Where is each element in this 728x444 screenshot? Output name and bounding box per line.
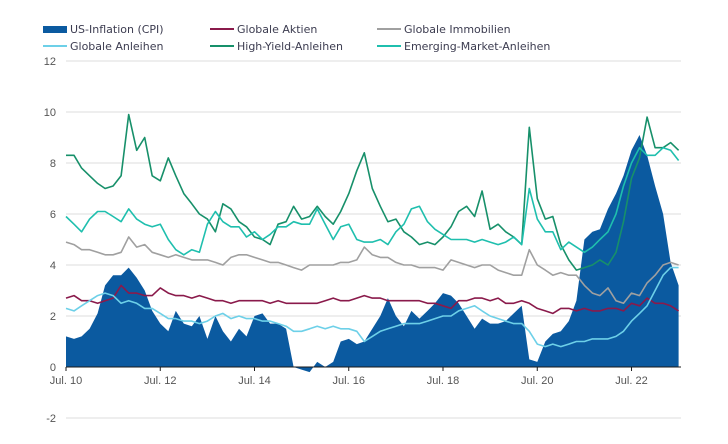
legend-swatch (377, 28, 401, 30)
legend-label: US-Inflation (CPI) (70, 22, 164, 36)
x-tick-label: Jul. 14 (238, 375, 270, 387)
y-tick-label: 2 (50, 311, 56, 323)
y-tick-label: 0 (50, 362, 56, 374)
x-tick-label: Jul. 18 (427, 375, 459, 387)
legend-label: Globale Aktien (237, 22, 318, 36)
legend-swatch (210, 28, 234, 30)
y-tick-label: 12 (44, 56, 56, 68)
y-tick-label: 8 (50, 158, 56, 170)
y-tick-label: 10 (44, 107, 56, 119)
legend-swatch (210, 45, 234, 47)
legend-label: Globale Anleihen (70, 39, 164, 53)
line-globale-immobilien (65, 236, 679, 305)
line-globale-anleihen (65, 266, 679, 348)
line-high-yield-anleihen (66, 113, 680, 271)
legend-swatch (43, 45, 67, 47)
y-tick-label: 4 (50, 260, 56, 272)
legend-label: Emerging-Market-Anleihen (404, 39, 551, 53)
legend-item-emerging-market: Emerging-Market-Anleihen (377, 39, 550, 53)
legend: US-Inflation (CPI) Globale Aktien Global… (0, 0, 728, 56)
area-us-inflation (66, 135, 679, 373)
x-tick-label: Jul. 16 (333, 375, 365, 387)
legend-item-globale-anleihen: Globale Anleihen (43, 39, 163, 53)
legend-item-high-yield: High-Yield-Anleihen (210, 39, 343, 53)
legend-item-globale-aktien: Globale Aktien (210, 22, 317, 36)
x-tick-label: Jul. 12 (144, 375, 176, 387)
line-emerging-market-anleihen (65, 146, 680, 256)
line-globale-aktien (65, 284, 680, 315)
legend-label: High-Yield-Anleihen (237, 39, 343, 53)
legend-item-globale-immobilien: Globale Immobilien (377, 22, 511, 36)
legend-label: Globale Immobilien (404, 22, 511, 36)
x-tick-label: Jul. 20 (521, 375, 553, 387)
y-tick-label: -2 (46, 413, 56, 425)
legend-swatch (377, 45, 401, 47)
x-tick-label: Jul. 10 (50, 375, 82, 387)
legend-item-us-inflation: US-Inflation (CPI) (43, 22, 164, 36)
x-tick-label: Jul. 22 (615, 375, 647, 387)
y-tick-label: 6 (50, 209, 56, 221)
legend-swatch (43, 25, 67, 33)
